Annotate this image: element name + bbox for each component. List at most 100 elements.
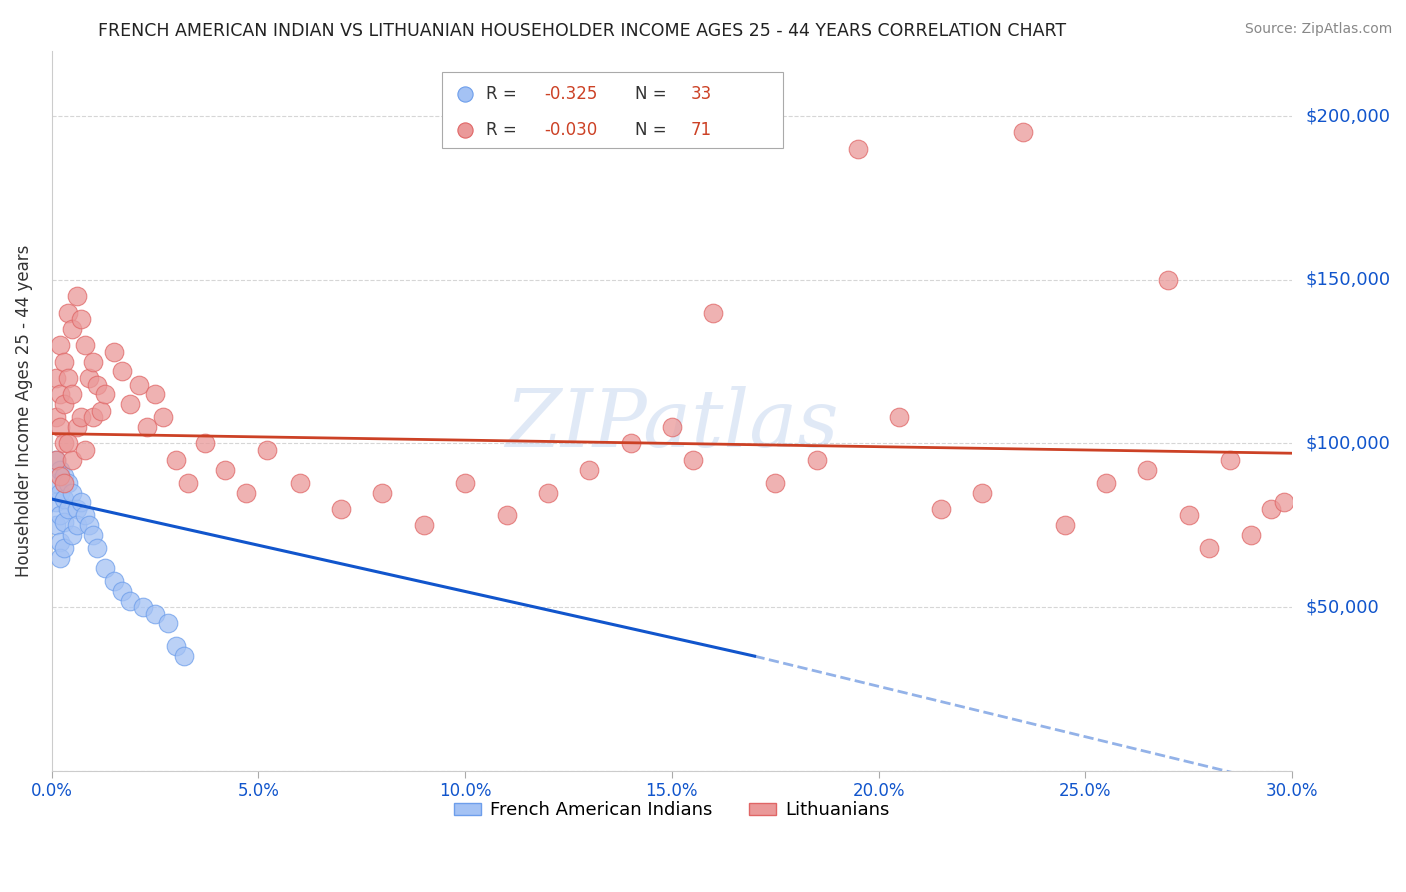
Point — [131, 600, 153, 615]
Point — [73, 442, 96, 457]
Point — [49, 508, 72, 523]
Point — [45, 452, 67, 467]
Point — [1198, 541, 1220, 556]
Point — [256, 442, 278, 457]
Point — [86, 541, 108, 556]
Point — [45, 475, 67, 490]
Point — [889, 410, 911, 425]
Point — [65, 420, 87, 434]
Point — [49, 338, 72, 352]
Point — [69, 495, 91, 509]
Point — [86, 377, 108, 392]
Point — [194, 436, 217, 450]
Point — [58, 436, 80, 450]
Point — [53, 515, 76, 529]
Point — [82, 354, 104, 368]
Point — [103, 574, 125, 588]
Point — [103, 344, 125, 359]
Point — [120, 397, 142, 411]
Point — [62, 485, 84, 500]
Point — [82, 528, 104, 542]
Point — [94, 387, 117, 401]
Point — [45, 371, 67, 385]
Point — [58, 475, 80, 490]
Point — [1240, 528, 1263, 542]
Point — [537, 485, 560, 500]
Point — [45, 452, 67, 467]
Point — [69, 410, 91, 425]
Text: R =: R = — [486, 121, 522, 139]
Point — [165, 452, 187, 467]
Point — [330, 501, 353, 516]
Text: Source: ZipAtlas.com: Source: ZipAtlas.com — [1244, 22, 1392, 37]
Point — [77, 518, 100, 533]
Point — [77, 371, 100, 385]
Point — [929, 501, 952, 516]
Point — [69, 312, 91, 326]
Point — [53, 541, 76, 556]
Point — [763, 475, 786, 490]
Point — [1053, 518, 1076, 533]
Point — [62, 528, 84, 542]
Text: $50,000: $50,000 — [1306, 598, 1379, 616]
Point — [156, 616, 179, 631]
Point — [235, 485, 257, 500]
Point — [62, 387, 84, 401]
Point — [1177, 508, 1199, 523]
Point — [702, 305, 724, 319]
Point — [143, 607, 166, 621]
Point — [58, 305, 80, 319]
Point — [49, 420, 72, 434]
Point — [806, 452, 828, 467]
Point — [682, 452, 704, 467]
Point — [173, 649, 195, 664]
Point — [165, 640, 187, 654]
Point — [58, 501, 80, 516]
Point — [128, 377, 150, 392]
Point — [65, 289, 87, 303]
Point — [62, 452, 84, 467]
Point — [49, 462, 72, 476]
Point — [495, 508, 517, 523]
Point — [1272, 495, 1295, 509]
Point — [45, 518, 67, 533]
Point — [214, 462, 236, 476]
Point — [53, 436, 76, 450]
Text: $150,000: $150,000 — [1306, 271, 1391, 289]
Text: FRENCH AMERICAN INDIAN VS LITHUANIAN HOUSEHOLDER INCOME AGES 25 - 44 YEARS CORRE: FRENCH AMERICAN INDIAN VS LITHUANIAN HOU… — [98, 22, 1067, 40]
Point — [62, 322, 84, 336]
Point — [65, 501, 87, 516]
Point — [49, 485, 72, 500]
Point — [1095, 475, 1118, 490]
Point — [371, 485, 394, 500]
Text: N =: N = — [634, 121, 672, 139]
Text: 33: 33 — [690, 85, 711, 103]
Point — [111, 583, 134, 598]
Point — [53, 354, 76, 368]
Point — [58, 371, 80, 385]
Point — [45, 410, 67, 425]
Point — [65, 518, 87, 533]
Legend: French American Indians, Lithuanians: French American Indians, Lithuanians — [447, 794, 897, 827]
Point — [1157, 273, 1180, 287]
Text: ZIPatlas: ZIPatlas — [505, 386, 838, 464]
Point — [846, 142, 869, 156]
Point — [1219, 452, 1241, 467]
Point — [1136, 462, 1159, 476]
Point — [454, 475, 477, 490]
Point — [661, 420, 683, 434]
Point — [49, 551, 72, 566]
Point — [49, 469, 72, 483]
Point — [73, 508, 96, 523]
Point — [143, 387, 166, 401]
Point — [152, 410, 174, 425]
Point — [1012, 126, 1035, 140]
Point — [90, 403, 112, 417]
Text: $100,000: $100,000 — [1306, 434, 1391, 452]
Text: -0.325: -0.325 — [544, 85, 598, 103]
Point — [177, 475, 200, 490]
Point — [970, 485, 993, 500]
Point — [111, 364, 134, 378]
Point — [53, 475, 76, 490]
Y-axis label: Householder Income Ages 25 - 44 years: Householder Income Ages 25 - 44 years — [15, 244, 32, 577]
